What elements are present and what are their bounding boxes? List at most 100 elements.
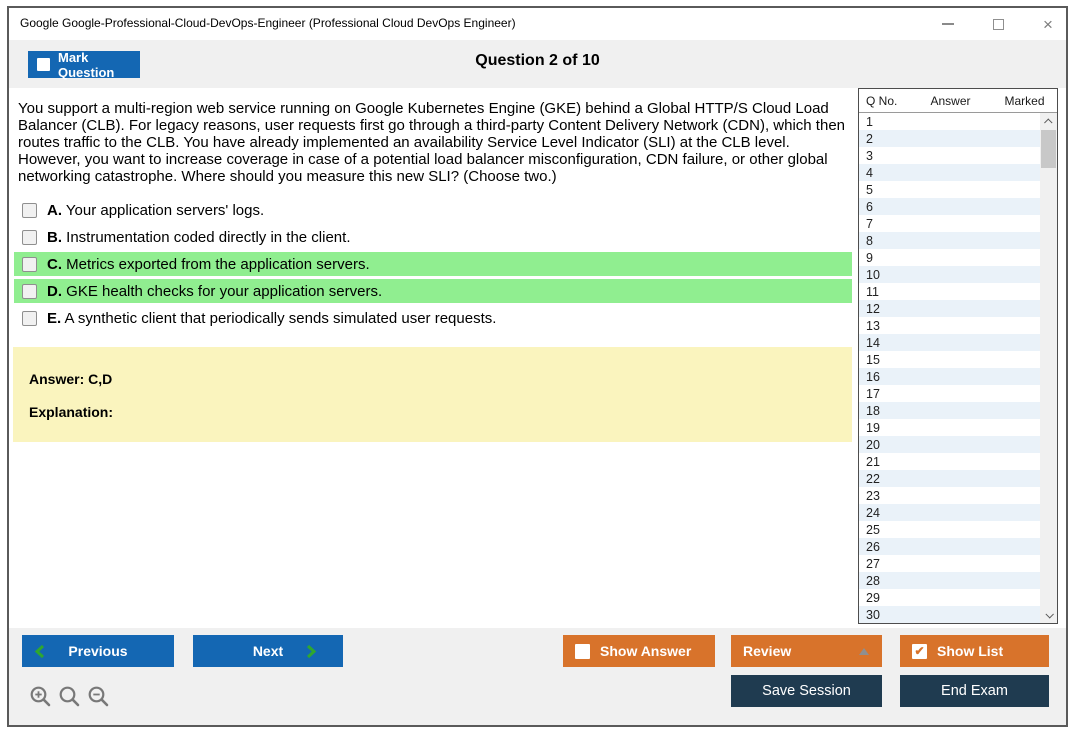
- question-counter: Question 2 of 10: [475, 52, 600, 69]
- window-title: Google Google-Professional-Cloud-DevOps-…: [20, 16, 516, 30]
- option-label: A. Your application servers' logs.: [47, 201, 265, 219]
- chevron-down-icon: [1044, 609, 1054, 619]
- row-question-number: 16: [866, 369, 880, 384]
- row-question-number: 21: [866, 454, 880, 469]
- option-checkbox-a[interactable]: [22, 202, 37, 218]
- triangle-up-icon: [859, 648, 869, 655]
- chevron-up-icon: [1043, 117, 1053, 127]
- zoom-reset-icon[interactable]: [58, 685, 82, 709]
- previous-button[interactable]: Previous: [22, 635, 174, 667]
- row-question-number: 19: [866, 420, 880, 435]
- scroll-down-button[interactable]: [1040, 606, 1057, 623]
- question-list-row[interactable]: 6: [859, 198, 1040, 215]
- question-list-row[interactable]: 3: [859, 147, 1040, 164]
- answer-text: Answer: C,D: [29, 371, 113, 387]
- question-list-row[interactable]: 25: [859, 521, 1040, 538]
- option-row-d[interactable]: D. GKE health checks for your applicatio…: [14, 279, 852, 303]
- question-list-row[interactable]: 16: [859, 368, 1040, 385]
- row-question-number: 4: [866, 165, 873, 180]
- show-answer-checkbox[interactable]: [575, 643, 590, 659]
- option-row-b[interactable]: B. Instrumentation coded directly in the…: [14, 225, 852, 249]
- option-checkbox-d[interactable]: [22, 283, 37, 299]
- window-controls: ×: [940, 8, 1056, 40]
- row-question-number: 9: [866, 250, 873, 265]
- question-list-row[interactable]: 11: [859, 283, 1040, 300]
- question-list-row[interactable]: 19: [859, 419, 1040, 436]
- end-exam-button[interactable]: End Exam: [900, 675, 1049, 707]
- row-question-number: 13: [866, 318, 880, 333]
- option-checkbox-b[interactable]: [22, 229, 37, 245]
- option-row-e[interactable]: E. A synthetic client that periodically …: [14, 306, 852, 330]
- question-list-row[interactable]: 1: [859, 113, 1040, 130]
- next-label: Next: [252, 643, 284, 659]
- question-list-scrollbar[interactable]: [1040, 113, 1057, 623]
- minimize-button[interactable]: [940, 16, 956, 32]
- show-list-button[interactable]: ✔ Show List: [900, 635, 1049, 667]
- mark-question-checkbox[interactable]: [37, 58, 50, 71]
- row-question-number: 2: [866, 131, 873, 146]
- question-list-row[interactable]: 23: [859, 487, 1040, 504]
- question-list-row[interactable]: 18: [859, 402, 1040, 419]
- question-list-row[interactable]: 22: [859, 470, 1040, 487]
- zoom-controls: [29, 685, 111, 709]
- save-session-button[interactable]: Save Session: [731, 675, 882, 707]
- footer-bar: Previous Next Show Answer Review ✔ Show …: [9, 628, 1066, 725]
- row-question-number: 20: [866, 437, 880, 452]
- row-question-number: 18: [866, 403, 880, 418]
- scrollbar-thumb[interactable]: [1041, 130, 1056, 168]
- row-question-number: 10: [866, 267, 880, 282]
- question-list-row[interactable]: 2: [859, 130, 1040, 147]
- question-list-row[interactable]: 28: [859, 572, 1040, 589]
- row-question-number: 26: [866, 539, 880, 554]
- row-question-number: 25: [866, 522, 880, 537]
- question-list-row[interactable]: 24: [859, 504, 1040, 521]
- show-answer-button[interactable]: Show Answer: [563, 635, 715, 667]
- option-checkbox-e[interactable]: [22, 310, 37, 326]
- review-button[interactable]: Review: [731, 635, 882, 667]
- option-row-c[interactable]: C. Metrics exported from the application…: [14, 252, 852, 276]
- option-label: D. GKE health checks for your applicatio…: [47, 282, 383, 300]
- question-list-row[interactable]: 9: [859, 249, 1040, 266]
- scroll-up-button[interactable]: [1040, 113, 1057, 130]
- save-session-label: Save Session: [762, 683, 851, 699]
- question-list-row[interactable]: 20: [859, 436, 1040, 453]
- minimize-icon: [942, 23, 954, 25]
- close-button[interactable]: ×: [1040, 16, 1056, 33]
- question-list-row[interactable]: 8: [859, 232, 1040, 249]
- row-question-number: 22: [866, 471, 880, 486]
- row-question-number: 24: [866, 505, 880, 520]
- question-list-row[interactable]: 15: [859, 351, 1040, 368]
- question-list-row[interactable]: 5: [859, 181, 1040, 198]
- mark-question-label: Mark Question: [58, 49, 115, 80]
- option-checkbox-c[interactable]: [22, 256, 37, 272]
- maximize-button[interactable]: [990, 16, 1006, 32]
- question-list-row[interactable]: 21: [859, 453, 1040, 470]
- question-list-row[interactable]: 30: [859, 606, 1040, 623]
- row-question-number: 30: [866, 607, 880, 622]
- question-list-row[interactable]: 14: [859, 334, 1040, 351]
- review-label: Review: [743, 643, 792, 659]
- zoom-in-icon[interactable]: [29, 685, 53, 709]
- zoom-out-icon[interactable]: [87, 685, 111, 709]
- question-list-row[interactable]: 27: [859, 555, 1040, 572]
- question-text: You support a multi-region web service r…: [18, 100, 845, 185]
- row-question-number: 6: [866, 199, 873, 214]
- question-list-panel: Q No. Answer Marked 1 2 3 4 5 6 7 8 9 10 11 12 13 14 1…: [858, 88, 1058, 624]
- column-header-answer: Answer: [930, 94, 971, 108]
- question-list-row[interactable]: 4: [859, 164, 1040, 181]
- mark-question-button[interactable]: Mark Question: [28, 49, 140, 80]
- question-list-row[interactable]: 17: [859, 385, 1040, 402]
- question-list-row[interactable]: 7: [859, 215, 1040, 232]
- question-list-row[interactable]: 12: [859, 300, 1040, 317]
- row-question-number: 15: [866, 352, 880, 367]
- maximize-icon: [992, 18, 1004, 30]
- question-list-row[interactable]: 26: [859, 538, 1040, 555]
- next-button[interactable]: Next: [193, 635, 343, 667]
- question-list-row[interactable]: 29: [859, 589, 1040, 606]
- question-list-row[interactable]: 10: [859, 266, 1040, 283]
- option-row-a[interactable]: A. Your application servers' logs.: [14, 198, 852, 222]
- chevron-left-icon: [34, 644, 45, 659]
- question-list-row[interactable]: 13: [859, 317, 1040, 334]
- show-list-checkbox[interactable]: ✔: [912, 643, 927, 659]
- row-question-number: 28: [866, 573, 880, 588]
